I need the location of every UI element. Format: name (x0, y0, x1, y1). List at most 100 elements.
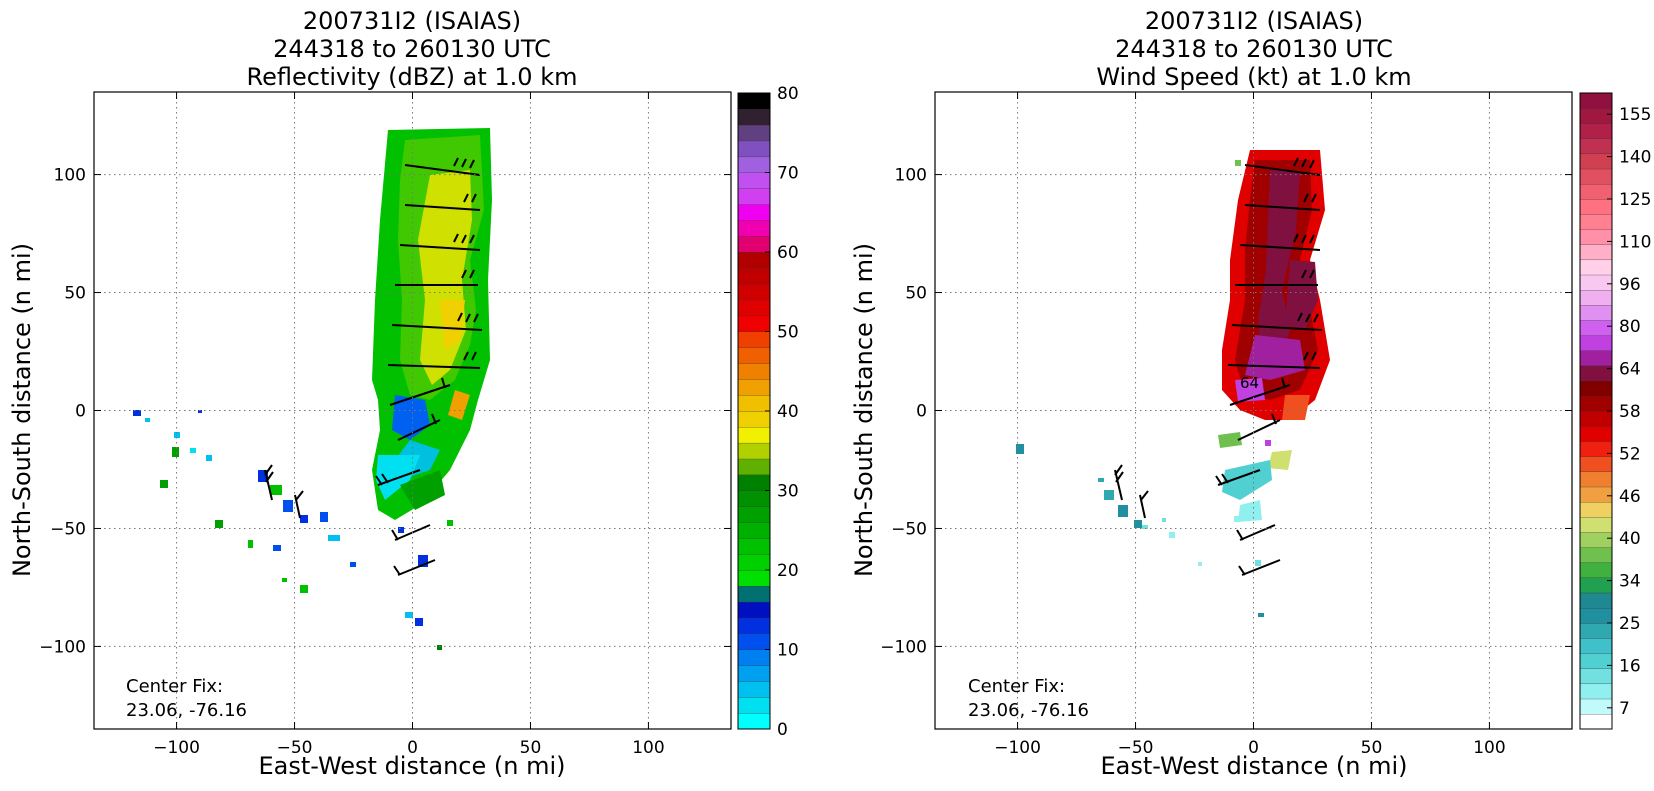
left-colorbar-segment (737, 156, 771, 173)
right-colorbar-segment (1579, 259, 1613, 276)
right-colorbar-segment (1579, 471, 1613, 488)
left-xtick-label: 50 (520, 738, 542, 758)
right-colorbar-label: 52 (1619, 444, 1641, 464)
right-colorbar-segment (1579, 516, 1613, 533)
right-ytick-label: 0 (916, 402, 927, 422)
right-colorbar-label: 64 (1619, 360, 1641, 380)
right-colorbar-segment (1579, 547, 1613, 563)
right-center-fix-label: Center Fix: (968, 676, 1065, 697)
left-colorbar-segment (737, 140, 771, 158)
left-colorbar-segment (737, 204, 771, 221)
left-colorbar-segment (737, 124, 771, 142)
left-colorbar-segment (737, 410, 771, 428)
right-xtick-label: 50 (1361, 738, 1383, 758)
right-colorbar-segment (1579, 350, 1613, 367)
right-y-axis-label: North-South distance (n mi) (850, 243, 878, 577)
left-colorbar-label: 40 (777, 402, 799, 422)
left-colorbar-segment (737, 267, 771, 285)
left-colorbar-label: 70 (777, 164, 799, 184)
left-colorbar-segment (737, 363, 771, 380)
right-title-line-2: 244318 to 260130 UTC (1115, 35, 1393, 63)
left-colorbar-segment (737, 712, 771, 730)
left-colorbar-label: 60 (777, 243, 799, 263)
left-colorbar-segment (737, 569, 771, 587)
right-colorbar-segment (1579, 138, 1613, 155)
left-colorbar-label: 0 (777, 720, 788, 740)
right-colorbar-segment (1579, 92, 1613, 109)
left-colorbar-segment (737, 538, 771, 555)
right-colorbar-label: 46 (1619, 487, 1641, 507)
right-colorbar-segment (1579, 123, 1613, 139)
left-x-axis-label: East-West distance (n mi) (258, 752, 565, 780)
left-scatter-echoes (133, 410, 453, 650)
left-colorbar-segment (737, 172, 771, 189)
right-colorbar-segment (1579, 183, 1613, 200)
right-xtick-label: −50 (1118, 738, 1154, 758)
right-colorbar-label: 140 (1619, 148, 1651, 168)
left-colorbar-segment (737, 331, 771, 348)
right-colorbar-label: 125 (1619, 190, 1651, 210)
right-ytick-label: −50 (891, 519, 927, 539)
right-colorbar-segment (1579, 153, 1613, 170)
left-colorbar-segment (737, 506, 771, 523)
right-colorbar-segment (1579, 335, 1613, 351)
left-colorbar-segment (737, 347, 771, 364)
right-xtick-label: 100 (1473, 738, 1505, 758)
left-colorbar-segment (737, 458, 771, 476)
left-colorbar-segment (737, 283, 771, 301)
right-colorbar-segment (1579, 486, 1613, 503)
left-colorbar-segment (737, 426, 771, 444)
right-ytick-label: −100 (880, 637, 927, 657)
right-colorbar-segment (1579, 668, 1613, 685)
right-title-line-3: Wind Speed (kt) at 1.0 km (1096, 63, 1411, 91)
right-colorbar-segment (1579, 395, 1613, 412)
right-colorbar-segment (1579, 107, 1613, 124)
right-x-axis-label: East-West distance (n mi) (1100, 752, 1407, 780)
left-colorbar-segment (737, 108, 771, 126)
right-ticks: −100 −50 0 50 100 −100 −50 0 50 100 (880, 92, 1572, 758)
left-colorbar-segment (737, 665, 771, 682)
left-colorbar-segment (737, 379, 771, 396)
left-colorbar-segment (737, 633, 771, 650)
left-center-fix-value: 23.06, -76.16 (126, 700, 247, 721)
right-colorbar-segment (1579, 531, 1613, 548)
right-colorbar-label: 155 (1619, 105, 1651, 125)
left-ytick-label: 100 (54, 166, 86, 186)
left-colorbar-label: 10 (777, 641, 799, 661)
right-colorbar-segment (1579, 456, 1613, 473)
right-colorbar-segment (1579, 622, 1613, 639)
right-colorbar-segment (1579, 592, 1613, 609)
left-colorbar-segment (737, 315, 771, 332)
left-colorbar-segment (737, 299, 771, 317)
left-xtick-label: −50 (277, 738, 313, 758)
right-ytick-label: 50 (905, 284, 927, 304)
left-xtick-label: −100 (153, 738, 200, 758)
left-colorbar-segment (737, 442, 771, 460)
left-ytick-label: 0 (75, 402, 86, 422)
contour-label-64: 64 (1240, 374, 1259, 392)
left-colorbar-label: 80 (777, 84, 799, 104)
right-colorbar-segment (1579, 698, 1613, 715)
wind-speed-swath (1218, 150, 1330, 522)
left-wind-barbs (264, 157, 483, 576)
left-colorbar-segment (737, 681, 771, 698)
left-title-line-3: Reflectivity (dBZ) at 1.0 km (247, 63, 578, 91)
right-colorbar-label: 58 (1619, 402, 1641, 422)
right-colorbar-label: 80 (1619, 317, 1641, 337)
left-grid (94, 92, 731, 729)
left-colorbar-segment (737, 697, 771, 714)
left-colorbar-segment (737, 235, 771, 253)
right-xtick-label: 0 (1248, 738, 1259, 758)
left-ytick-label: 50 (64, 284, 86, 304)
right-colorbar-segment (1579, 562, 1613, 579)
right-colorbar-segment (1579, 425, 1613, 442)
right-colorbar-label: 96 (1619, 275, 1641, 295)
left-colorbar-segment (737, 522, 771, 539)
right-xtick-label: −100 (994, 738, 1041, 758)
left-colorbar-segment (737, 585, 771, 603)
left-colorbar-segment (737, 188, 771, 205)
right-grid (935, 92, 1572, 729)
left-colorbar: 0 10 20 30 40 50 60 70 80 (737, 84, 799, 740)
wind-speed-panel: 200731I2 (ISAIAS) 244318 to 260130 UTC W… (850, 7, 1651, 780)
left-colorbar-segment (737, 553, 771, 571)
